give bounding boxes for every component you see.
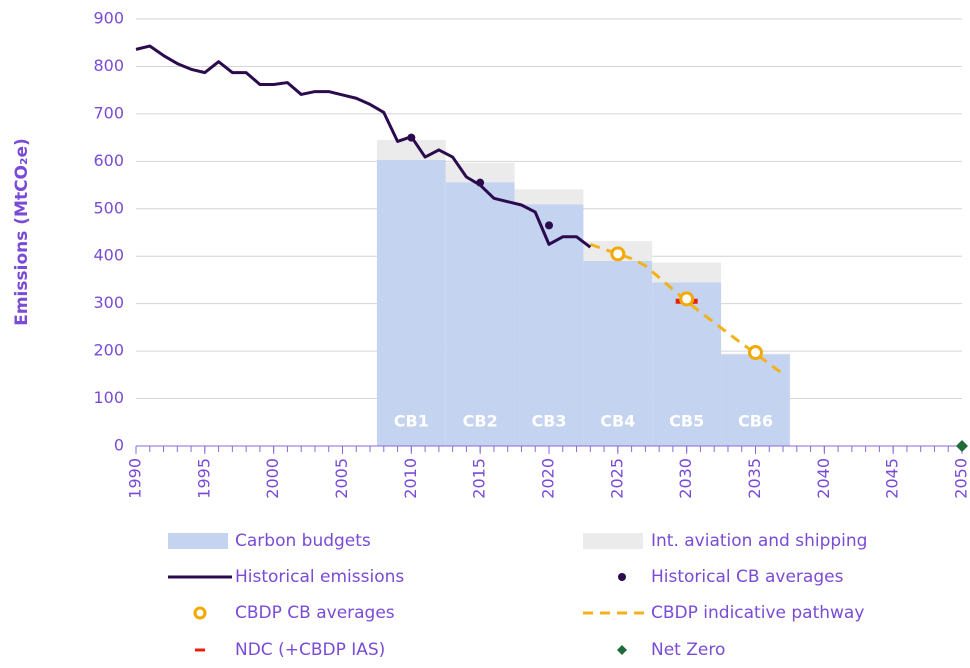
x-tick-label: 2020 — [539, 458, 558, 499]
x-tick-label: 1990 — [126, 458, 145, 499]
cbdp-average-ring — [612, 248, 624, 260]
legend-swatch — [617, 645, 627, 655]
budget-label: CB6 — [738, 412, 773, 431]
legend-label: NDC (+CBDP IAS) — [235, 640, 385, 660]
y-tick-label: 600 — [93, 151, 124, 170]
y-tick-label: 900 — [93, 9, 124, 28]
legend-label: Net Zero — [651, 640, 725, 660]
x-tick-label: 2025 — [607, 458, 626, 499]
y-tick-label: 200 — [93, 341, 124, 360]
x-tick-label: 1995 — [194, 458, 213, 499]
budget-label: CB5 — [669, 412, 704, 431]
legend-label: Carbon budgets — [235, 531, 371, 551]
budget-bar — [377, 160, 446, 446]
legend-swatch — [168, 533, 228, 549]
budget-bar — [652, 262, 721, 282]
budget-bar — [515, 189, 584, 204]
budget-label: CB2 — [463, 412, 498, 431]
x-tick-label: 2010 — [401, 458, 420, 499]
budget-bar — [377, 140, 446, 160]
net-zero-marker — [956, 440, 968, 452]
x-tick-label: 2005 — [332, 458, 351, 499]
legend-swatch — [618, 573, 626, 581]
budget-label: CB1 — [394, 412, 429, 431]
budget-label: CB3 — [531, 412, 566, 431]
legend-swatch — [195, 608, 205, 618]
y-tick-label: 700 — [93, 103, 124, 122]
y-tick-label: 0 — [114, 436, 124, 455]
x-tick-label: 2015 — [470, 458, 489, 499]
legend-label: Historical emissions — [235, 567, 404, 587]
x-tick-label: 2045 — [883, 458, 902, 499]
budget-bar — [446, 182, 515, 446]
cbdp-average-ring — [681, 293, 693, 305]
legend-label: CBDP indicative pathway — [651, 603, 864, 623]
y-axis-label: Emissions (MtCO₂e) — [12, 138, 32, 326]
x-tick-label: 2035 — [745, 458, 764, 499]
budget-label: CB4 — [600, 412, 635, 431]
y-tick-label: 100 — [93, 388, 124, 407]
x-tick-label: 2000 — [263, 458, 282, 499]
legend-label: Int. aviation and shipping — [651, 531, 867, 551]
x-tick-label: 2050 — [952, 458, 970, 499]
legend-label: CBDP CB averages — [235, 603, 395, 623]
legend-label: Historical CB averages — [651, 567, 844, 587]
budget-bar — [721, 354, 790, 446]
cb-average-dot — [407, 134, 415, 142]
y-tick-label: 300 — [93, 293, 124, 312]
x-tick-label: 2030 — [676, 458, 695, 499]
legend-swatch — [583, 533, 643, 549]
cbdp-average-ring — [750, 347, 762, 359]
y-tick-label: 800 — [93, 56, 124, 75]
y-tick-label: 500 — [93, 198, 124, 217]
cb-average-dot — [545, 221, 553, 229]
y-tick-label: 400 — [93, 246, 124, 265]
x-tick-label: 2040 — [814, 458, 833, 499]
cb-average-dot — [476, 179, 484, 187]
